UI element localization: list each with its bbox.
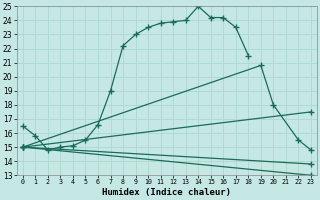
X-axis label: Humidex (Indice chaleur): Humidex (Indice chaleur) xyxy=(102,188,231,197)
